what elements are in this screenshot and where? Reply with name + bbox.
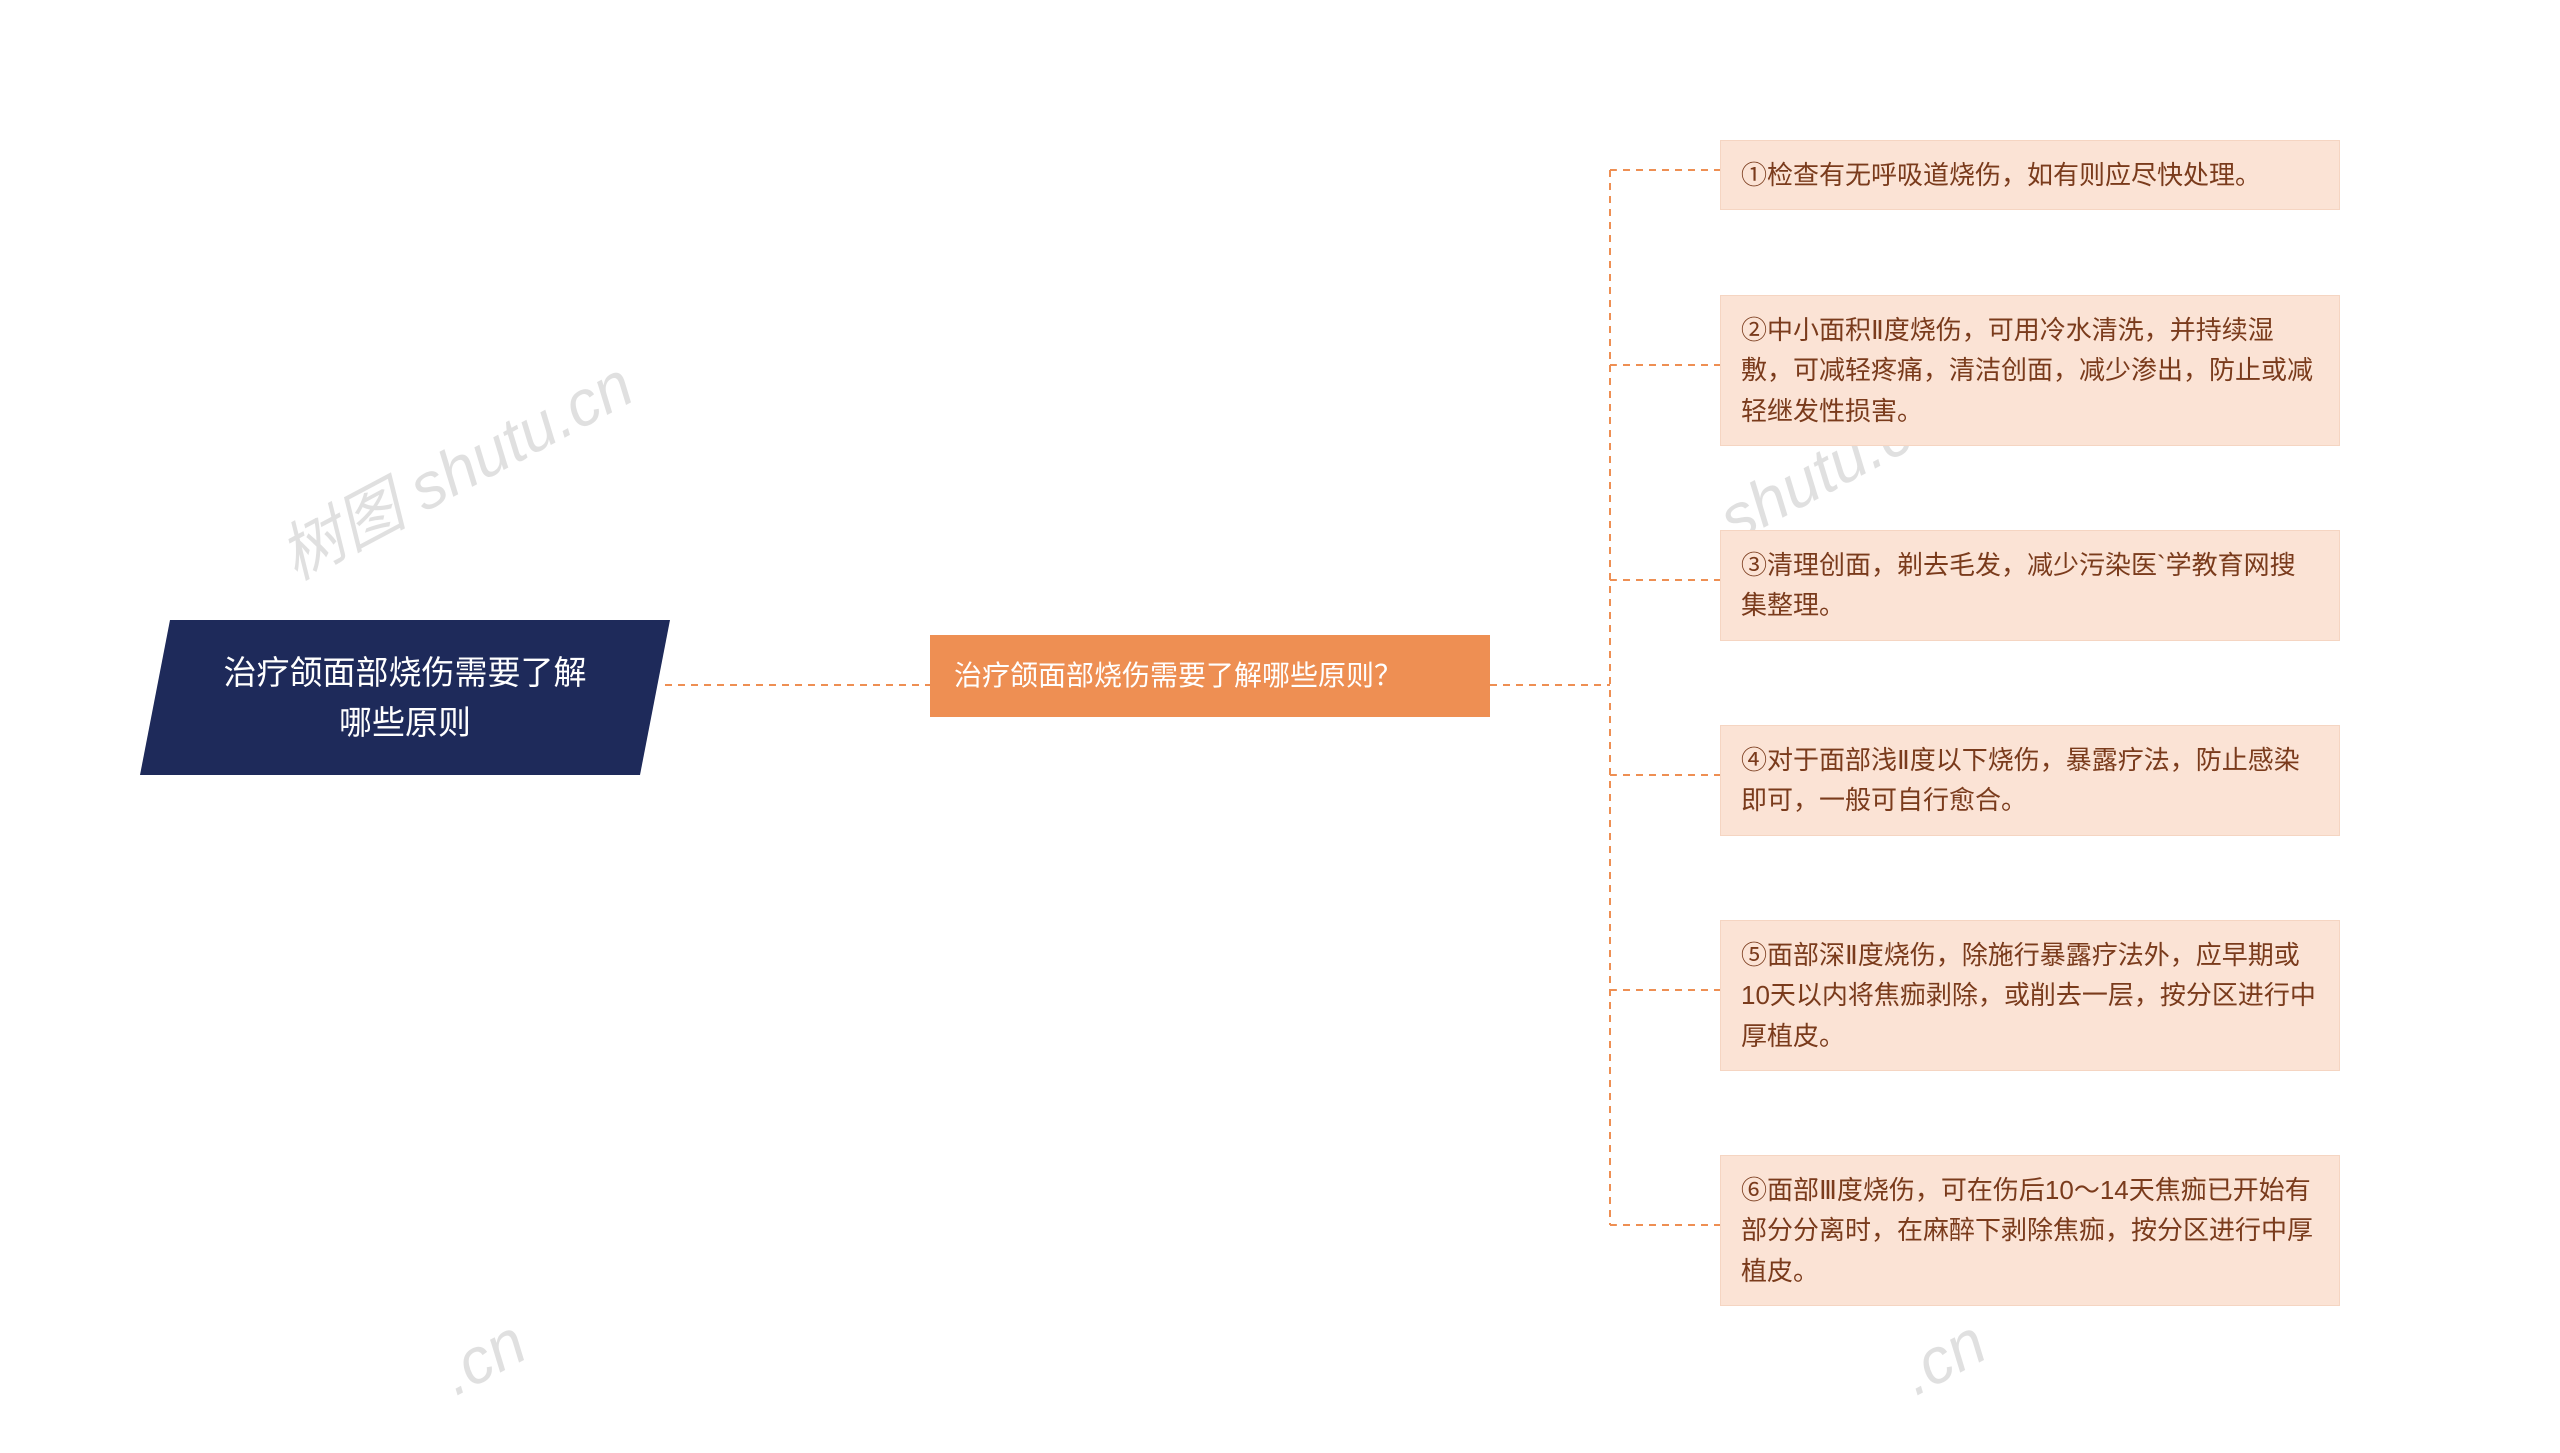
leaf-text: ①检查有无呼吸道烧伤，如有则应尽快处理。 xyxy=(1741,160,2261,190)
watermark: 树图 shutu.cn xyxy=(261,334,647,597)
root-node: 治疗颌面部烧伤需要了解 哪些原则 xyxy=(140,620,670,775)
root-text-line1: 治疗颌面部烧伤需要了解 xyxy=(180,648,630,698)
mid-node: 治疗颌面部烧伤需要了解哪些原则？ xyxy=(930,635,1490,717)
leaf-text: ⑥面部Ⅲ度烧伤，可在伤后10～14天焦痂已开始有部分分离时，在麻醉下剥除焦痂，按… xyxy=(1741,1175,2313,1286)
leaf-text: ⑤面部深Ⅱ度烧伤，除施行暴露疗法外，应早期或10天以内将焦痂剥除，或削去一层，按… xyxy=(1741,940,2316,1051)
leaf-node-2: ②中小面积Ⅱ度烧伤，可用冷水清洗，并持续湿敷，可减轻疼痛，清洁创面，减少渗出，防… xyxy=(1720,295,2340,446)
leaf-text: ④对于面部浅Ⅱ度以下烧伤，暴露疗法，防止感染即可，一般可自行愈合。 xyxy=(1741,745,2300,815)
leaf-text: ③清理创面，剃去毛发，减少污染医`学教育网搜集整理。 xyxy=(1741,550,2296,620)
leaf-node-4: ④对于面部浅Ⅱ度以下烧伤，暴露疗法，防止感染即可，一般可自行愈合。 xyxy=(1720,725,2340,836)
leaf-node-6: ⑥面部Ⅲ度烧伤，可在伤后10～14天焦痂已开始有部分分离时，在麻醉下剥除焦痂，按… xyxy=(1720,1155,2340,1306)
watermark: .cn xyxy=(1888,1304,1998,1409)
leaf-node-1: ①检查有无呼吸道烧伤，如有则应尽快处理。 xyxy=(1720,140,2340,210)
leaf-text: ②中小面积Ⅱ度烧伤，可用冷水清洗，并持续湿敷，可减轻疼痛，清洁创面，减少渗出，防… xyxy=(1741,315,2313,426)
mid-text: 治疗颌面部烧伤需要了解哪些原则？ xyxy=(954,660,1402,691)
leaf-node-5: ⑤面部深Ⅱ度烧伤，除施行暴露疗法外，应早期或10天以内将焦痂剥除，或削去一层，按… xyxy=(1720,920,2340,1071)
watermark: .cn xyxy=(428,1304,538,1409)
root-text-line2: 哪些原则 xyxy=(180,698,630,748)
diagram-canvas: 树图 shutu.cn shutu.cn .cn .cn 治疗颌面部烧伤需要了解… xyxy=(0,0,2560,1453)
leaf-node-3: ③清理创面，剃去毛发，减少污染医`学教育网搜集整理。 xyxy=(1720,530,2340,641)
